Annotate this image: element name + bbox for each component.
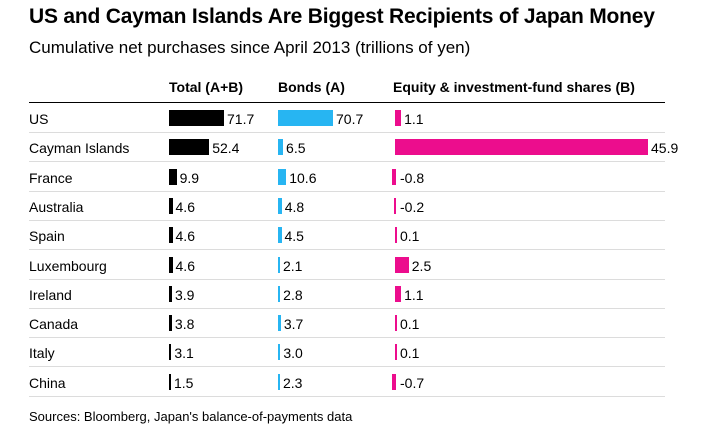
- equity-value-label: 0.1: [400, 316, 420, 333]
- table-row: Luxembourg 4.6 2.1 2.5: [29, 251, 665, 280]
- total-value-label: 4.6: [175, 257, 195, 274]
- total-bar: [169, 344, 172, 361]
- total-bar: [169, 285, 172, 302]
- table-row: US 71.7 70.7 1.1: [29, 104, 665, 133]
- total-value-label: 4.6: [175, 228, 195, 245]
- bonds-value-label: 4.5: [284, 228, 304, 245]
- country-label: Luxembourg: [29, 257, 107, 274]
- equity-value-label: 1.1: [404, 111, 424, 127]
- equity-bar: [392, 373, 396, 390]
- row-divider: [29, 337, 665, 339]
- bonds-value-label: 10.6: [289, 169, 317, 186]
- total-value-label: 52.4: [212, 140, 240, 157]
- bonds-value-label: 2.3: [283, 374, 303, 391]
- equity-bar: [391, 168, 396, 185]
- total-value-label: 3.8: [174, 316, 195, 333]
- country-label: China: [29, 374, 66, 391]
- country-label: Canada: [29, 316, 79, 333]
- country-label: Italy: [29, 345, 55, 362]
- bonds-value-label: 6.5: [286, 140, 306, 157]
- bonds-value-label: 2.1: [283, 257, 303, 274]
- row-divider: [29, 219, 665, 221]
- total-value-label: 1.5: [174, 374, 194, 391]
- equity-bar: [395, 315, 397, 332]
- column-header-bonds: Bonds (A): [278, 79, 345, 95]
- equity-value-label: 45.9: [651, 140, 679, 157]
- total-bar: [169, 315, 172, 332]
- equity-value-label: -0.7: [400, 374, 425, 391]
- total-bar: [169, 110, 224, 126]
- bonds-bar: [278, 256, 280, 273]
- header-rule: [29, 102, 665, 103]
- table-row: Australia 4.6 4.8 -0.2: [29, 192, 665, 221]
- bonds-bar: [278, 373, 280, 390]
- equity-value-label: 0.1: [400, 228, 420, 245]
- bonds-bar: [278, 139, 284, 156]
- equity-bar: [395, 227, 397, 244]
- chart-title: US and Cayman Islands Are Biggest Recipi…: [29, 5, 655, 28]
- total-value-label: 3.9: [174, 286, 195, 303]
- bonds-value-label: 70.7: [336, 111, 364, 127]
- equity-bar: [395, 344, 397, 361]
- total-value-label: 9.9: [179, 169, 200, 186]
- chart-subtitle: Cumulative net purchases since April 201…: [29, 38, 471, 57]
- table-row: Spain 4.6 4.5 0.1: [29, 221, 665, 251]
- equity-bar: [395, 110, 402, 126]
- bonds-value-label: 4.8: [284, 198, 305, 215]
- country-label: Spain: [29, 228, 65, 245]
- total-bar: [169, 256, 173, 273]
- total-bar: [169, 373, 171, 390]
- equity-bar: [395, 139, 648, 156]
- table-row: France 9.9 10.6 -0.8: [29, 163, 665, 192]
- total-value-label: 3.1: [174, 345, 194, 362]
- row-divider: [29, 132, 665, 133]
- equity-bar: [395, 256, 409, 273]
- bonds-value-label: 3.7: [283, 316, 304, 333]
- row-divider: [29, 307, 665, 309]
- bonds-bar: [278, 197, 282, 214]
- table-row: Cayman Islands 52.4 6.5 45.9: [29, 133, 678, 163]
- total-value-label: 4.6: [175, 198, 195, 215]
- bonds-bar: [278, 285, 281, 302]
- table-row: Canada 3.8 3.7 0.1: [29, 309, 665, 339]
- equity-value-label: -0.2: [400, 198, 425, 215]
- bonds-bar: [278, 227, 282, 244]
- row-divider: [29, 395, 665, 397]
- bonds-value-label: 3.0: [283, 345, 303, 362]
- source-note: Sources: Bloomberg, Japan's balance-of-p…: [29, 409, 353, 424]
- equity-value-label: 0.1: [400, 345, 420, 362]
- total-bar: [169, 197, 173, 214]
- table-row: China 1.5 2.3 -0.7: [29, 368, 665, 397]
- column-header-equity: Equity & investment-fund shares (B): [393, 79, 635, 95]
- country-label: Ireland: [29, 286, 72, 303]
- table-row: Italy 3.1 3.0 0.1: [29, 338, 665, 368]
- bonds-value-label: 2.8: [283, 286, 303, 303]
- country-label: Australia: [29, 198, 84, 215]
- row-divider: [29, 249, 665, 251]
- country-label: France: [29, 169, 73, 186]
- bonds-bar: [278, 110, 333, 126]
- bonds-bar: [278, 344, 281, 361]
- total-bar: [169, 227, 173, 244]
- country-label: US: [29, 111, 49, 127]
- equity-bar: [395, 285, 402, 302]
- bonds-bar: [278, 315, 281, 332]
- equity-bar: [394, 197, 396, 214]
- equity-value-label: -0.8: [400, 169, 425, 186]
- bonds-bar: [278, 168, 287, 185]
- column-header-total: Total (A+B): [169, 79, 244, 95]
- total-bar: [169, 168, 177, 185]
- row-divider: [29, 190, 665, 192]
- table-row: Ireland 3.9 2.8 1.1: [29, 280, 665, 309]
- country-label: Cayman Islands: [29, 140, 130, 157]
- row-divider: [29, 161, 665, 163]
- total-value-label: 71.7: [227, 111, 255, 127]
- equity-value-label: 2.5: [411, 257, 432, 274]
- total-bar: [169, 139, 210, 156]
- equity-value-label: 1.1: [404, 286, 424, 303]
- row-divider: [29, 278, 665, 280]
- row-divider: [29, 366, 665, 368]
